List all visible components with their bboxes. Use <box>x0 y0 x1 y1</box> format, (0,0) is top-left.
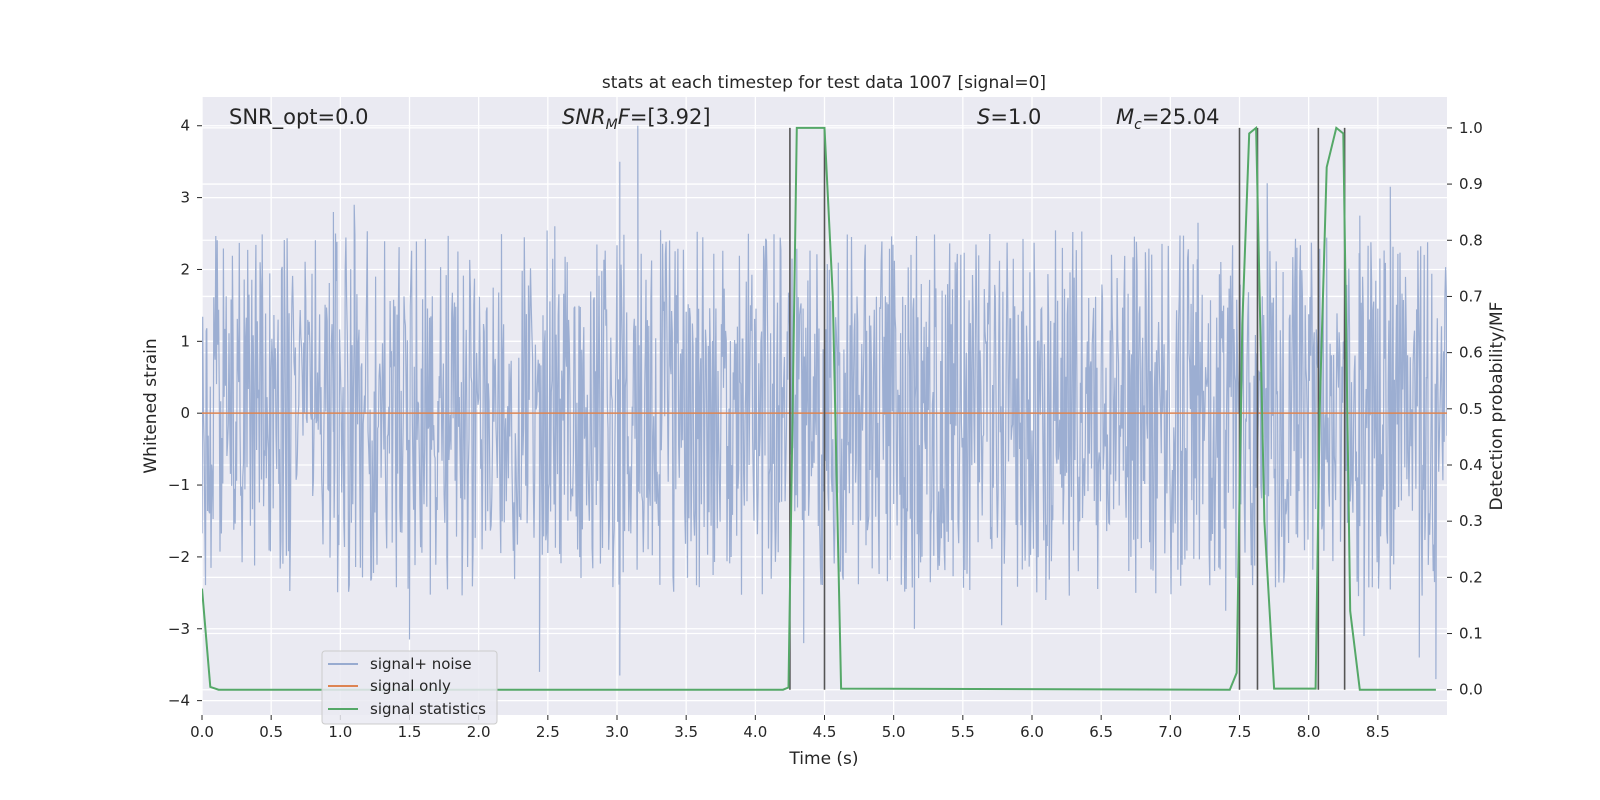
x-tick-label: 1.0 <box>328 723 352 741</box>
annotation-s-var: S <box>977 105 990 129</box>
annotation-snr-mf-rest: F <box>618 105 631 129</box>
x-tick-label: 8.0 <box>1297 723 1321 741</box>
x-tick-label: 4.5 <box>813 723 837 741</box>
x-tick-label: 6.0 <box>1020 723 1044 741</box>
annotation-snr-mf-main: SNR <box>562 105 606 129</box>
x-tick-label: 2.5 <box>536 723 560 741</box>
annotation-mc: Mc=25.04 <box>1116 105 1220 133</box>
y-axis-left-label: Whitened strain <box>141 338 161 473</box>
x-tick-label: 0.5 <box>259 723 283 741</box>
x-tick-label: 6.5 <box>1089 723 1113 741</box>
y-left-tick-label: −1 <box>168 476 190 494</box>
y-left-tick-label: −3 <box>168 620 190 638</box>
y-left-tick-label: −4 <box>168 692 190 710</box>
annotation-s: S=1.0 <box>977 105 1041 129</box>
annotation-mc-value: =25.04 <box>1142 105 1220 129</box>
y-axis-right-label: Detection probability/MF <box>1487 302 1507 511</box>
y-right-tick-label: 0.2 <box>1459 568 1483 586</box>
x-tick-label: 5.5 <box>951 723 975 741</box>
y-right-tick-label: 0.5 <box>1459 400 1483 418</box>
y-left-tick-label: 0 <box>180 404 190 422</box>
y-right-tick-label: 0.0 <box>1459 681 1483 699</box>
x-tick-label: 0.0 <box>190 723 214 741</box>
legend-box <box>321 650 498 725</box>
x-tick-label: 5.0 <box>882 723 906 741</box>
axis-ticks: 0.0 0.5 1.0 1.5 2.0 2.5 3.0 3.5 4.0 4.5 5.0 5.5 6.0 6… <box>168 117 1483 741</box>
legend: signal+ noise signal only signal statist… <box>321 650 498 725</box>
legend-label-signal-statistics: signal statistics <box>370 700 486 718</box>
annotation-snr-mf-value: =[3.92] <box>630 105 711 129</box>
y-right-tick-label: 0.9 <box>1459 175 1483 193</box>
x-tick-label: 8.5 <box>1366 723 1390 741</box>
y-right-tick-label: 0.3 <box>1459 512 1483 530</box>
annotation-mc-var: M <box>1116 105 1134 129</box>
x-tick-label: 7.0 <box>1158 723 1182 741</box>
chart-title: stats at each timestep for test data 100… <box>602 73 1046 93</box>
x-tick-label: 4.0 <box>743 723 767 741</box>
y-left-tick-label: 3 <box>180 189 190 207</box>
annotation-snr-mf-sub: M <box>606 117 618 133</box>
annotation-snr-opt: SNR_opt=0.0 <box>229 105 369 130</box>
y-left-tick-label: −2 <box>168 548 190 566</box>
y-right-tick-label: 0.1 <box>1459 625 1483 643</box>
y-right-tick-label: 0.7 <box>1459 287 1483 305</box>
y-left-tick-label: 2 <box>180 260 190 278</box>
y-left-tick-label: 1 <box>180 332 190 350</box>
y-right-tick-label: 0.8 <box>1459 231 1483 249</box>
legend-label-signal-only: signal only <box>370 677 451 695</box>
annotation-mc-sub: c <box>1134 117 1142 133</box>
x-tick-label: 2.0 <box>467 723 491 741</box>
y-right-tick-label: 0.4 <box>1459 456 1483 474</box>
x-tick-label: 3.5 <box>674 723 698 741</box>
annotation-s-value: =1.0 <box>990 105 1041 129</box>
y-left-tick-label: 4 <box>180 117 190 135</box>
y-right-tick-label: 0.6 <box>1459 344 1483 362</box>
x-tick-label: 7.5 <box>1228 723 1252 741</box>
y-right-tick-label: 1.0 <box>1459 119 1483 137</box>
x-axis-label: Time (s) <box>788 749 858 769</box>
series-signal-statistics <box>202 125 1436 691</box>
x-tick-label: 3.0 <box>605 723 629 741</box>
signal-statistics-line <box>202 125 1436 691</box>
x-tick-label: 1.5 <box>398 723 422 741</box>
annotation-snr-mf: SNRMF=[3.92] <box>562 105 711 133</box>
legend-label-signal-noise: signal+ noise <box>370 655 472 673</box>
